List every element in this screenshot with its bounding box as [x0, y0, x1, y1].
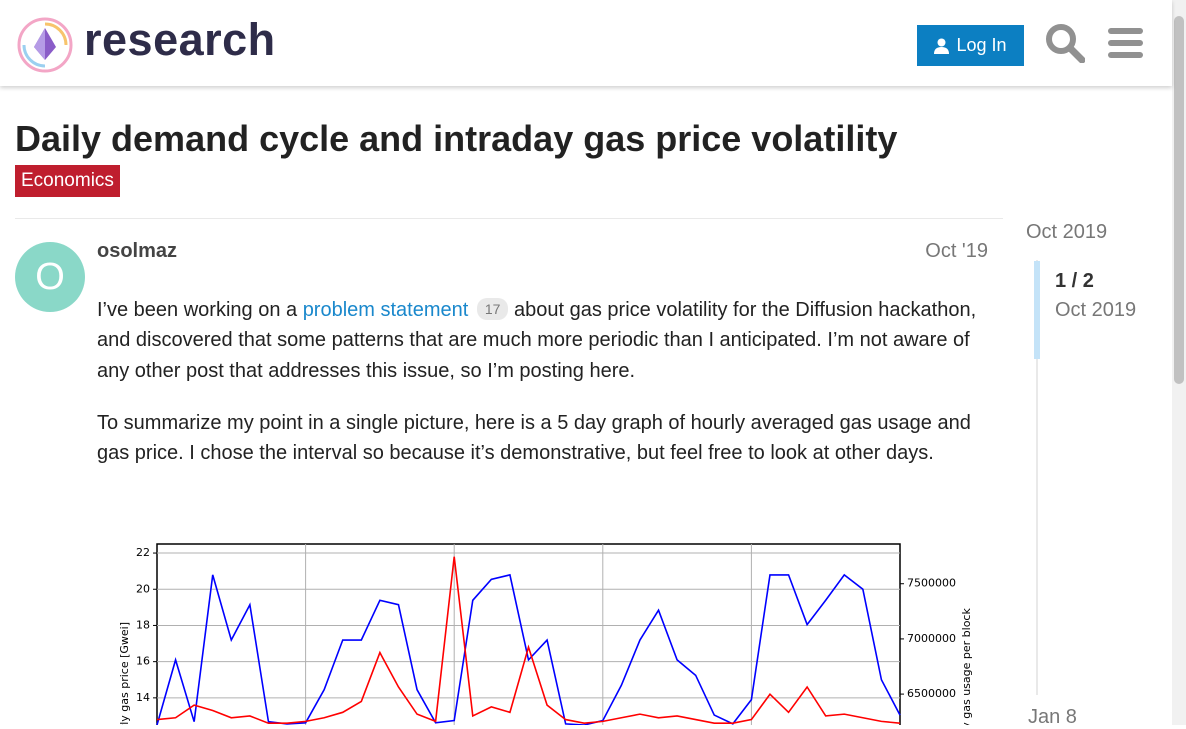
- post-date[interactable]: Oct '19: [925, 240, 988, 262]
- timeline-handle[interactable]: [1034, 261, 1040, 359]
- chart: 14 16 18 20 22 6500000 7000000 7500000 hourly ga…: [118, 543, 973, 725]
- series-line: [156, 556, 901, 724]
- paragraph: To summarize my point in a single pictur…: [97, 412, 971, 465]
- avatar[interactable]: O: [15, 242, 85, 312]
- text: I’ve been working on a: [97, 299, 303, 321]
- y-tick-label: 16: [136, 655, 150, 668]
- timeline-date: Oct 2019: [1055, 299, 1137, 321]
- scrollbar-thumb[interactable]: [1174, 16, 1184, 384]
- y-axis-label: hourly gas price [Gwei]: [118, 622, 131, 725]
- user-icon: [934, 38, 950, 54]
- logo-icon: [17, 17, 73, 73]
- timeline-position: 1 / 2: [1055, 270, 1094, 292]
- logo-text[interactable]: research: [84, 14, 276, 65]
- header: research Log In: [0, 0, 1172, 86]
- topic-title: Daily demand cycle and intraday gas pric…: [15, 118, 898, 159]
- link[interactable]: problem statement: [302, 299, 469, 321]
- text: about gas price volatility for the Diffu…: [97, 299, 977, 382]
- link-count: 17: [476, 298, 509, 320]
- y-tick-label: 18: [136, 618, 150, 631]
- divider: [15, 218, 1003, 219]
- y2-tick-label: 7000000: [907, 632, 956, 645]
- y-tick-label: 20: [136, 582, 150, 595]
- paragraph: I’ve been working on a problem statement…: [97, 295, 987, 386]
- timeline-start[interactable]: Oct 2019: [1026, 221, 1108, 243]
- menu-icon[interactable]: [1108, 27, 1144, 59]
- y-tick-label: 22: [136, 546, 150, 559]
- author[interactable]: osolmaz: [97, 240, 178, 262]
- y2-tick-label: 6500000: [907, 687, 956, 700]
- timeline-track: [1036, 260, 1038, 695]
- timeline-end[interactable]: Jan 8: [1028, 706, 1077, 728]
- search-icon[interactable]: [1045, 23, 1085, 63]
- y-tick-label: 14: [136, 691, 150, 704]
- y2-axis-label: hourly gas usage per block: [960, 608, 973, 725]
- category-badge[interactable]: Economics: [15, 165, 120, 197]
- y2-tick-label: 7500000: [907, 577, 956, 590]
- login-button[interactable]: Log In: [917, 25, 1024, 66]
- login-label: Log In: [956, 35, 1007, 55]
